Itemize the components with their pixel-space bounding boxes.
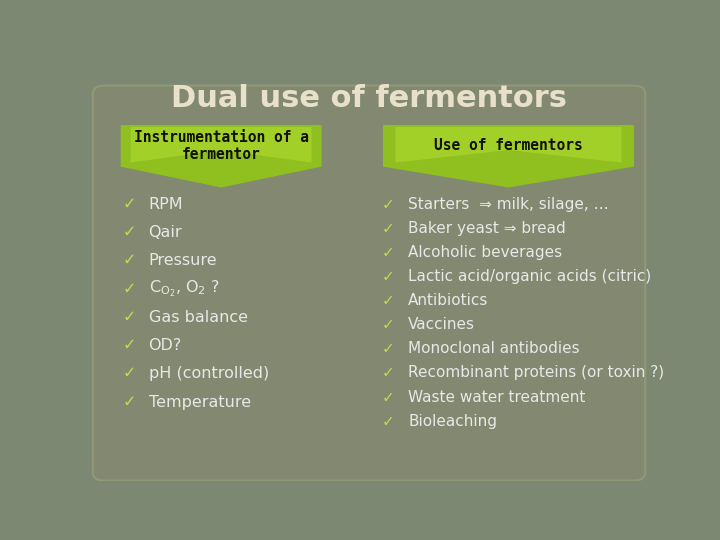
Text: Instrumentation of a
fermentor: Instrumentation of a fermentor <box>134 130 309 162</box>
Text: Antibiotics: Antibiotics <box>408 293 488 308</box>
Text: ✓: ✓ <box>122 225 136 240</box>
Text: ✓: ✓ <box>382 366 395 380</box>
Text: Temperature: Temperature <box>148 395 251 409</box>
Text: Dual use of fermentors: Dual use of fermentors <box>171 84 567 112</box>
Text: Vaccines: Vaccines <box>408 317 475 332</box>
Text: ✓: ✓ <box>122 197 136 212</box>
Text: ✓: ✓ <box>122 366 136 381</box>
Text: ✓: ✓ <box>382 197 395 212</box>
Text: Gas balance: Gas balance <box>148 310 248 325</box>
Text: ✓: ✓ <box>382 269 395 284</box>
Text: $\mathregular{C_{O_2}}$, $\mathregular{O_2}$ ?: $\mathregular{C_{O_2}}$, $\mathregular{O… <box>148 279 220 299</box>
Polygon shape <box>383 125 634 187</box>
Text: ✓: ✓ <box>382 317 395 332</box>
Text: Bioleaching: Bioleaching <box>408 414 497 429</box>
Text: pH (controlled): pH (controlled) <box>148 366 269 381</box>
Text: Waste water treatment: Waste water treatment <box>408 389 585 404</box>
Text: Baker yeast ⇒ bread: Baker yeast ⇒ bread <box>408 221 566 235</box>
Text: ✓: ✓ <box>122 395 136 409</box>
Text: Alcoholic beverages: Alcoholic beverages <box>408 245 562 260</box>
Text: ✓: ✓ <box>122 281 136 296</box>
Text: Starters  ⇒ milk, silage, …: Starters ⇒ milk, silage, … <box>408 197 609 212</box>
Text: ✓: ✓ <box>382 414 395 429</box>
Text: ✓: ✓ <box>122 310 136 325</box>
Text: Use of fermentors: Use of fermentors <box>434 138 583 153</box>
Polygon shape <box>395 127 621 163</box>
Text: ✓: ✓ <box>382 221 395 235</box>
Text: ✓: ✓ <box>382 293 395 308</box>
Polygon shape <box>131 127 312 163</box>
Text: ✓: ✓ <box>382 245 395 260</box>
Text: Pressure: Pressure <box>148 253 217 268</box>
Text: ✓: ✓ <box>382 389 395 404</box>
Text: ✓: ✓ <box>122 338 136 353</box>
Text: Recombinant proteins (or toxin ?): Recombinant proteins (or toxin ?) <box>408 366 664 380</box>
Text: Lactic acid/organic acids (citric): Lactic acid/organic acids (citric) <box>408 269 652 284</box>
Text: OD?: OD? <box>148 338 182 353</box>
Text: Qair: Qair <box>148 225 182 240</box>
Polygon shape <box>121 125 322 187</box>
Text: ✓: ✓ <box>382 341 395 356</box>
Text: RPM: RPM <box>148 197 183 212</box>
Text: ✓: ✓ <box>122 253 136 268</box>
Text: Monoclonal antibodies: Monoclonal antibodies <box>408 341 580 356</box>
FancyBboxPatch shape <box>93 85 645 481</box>
